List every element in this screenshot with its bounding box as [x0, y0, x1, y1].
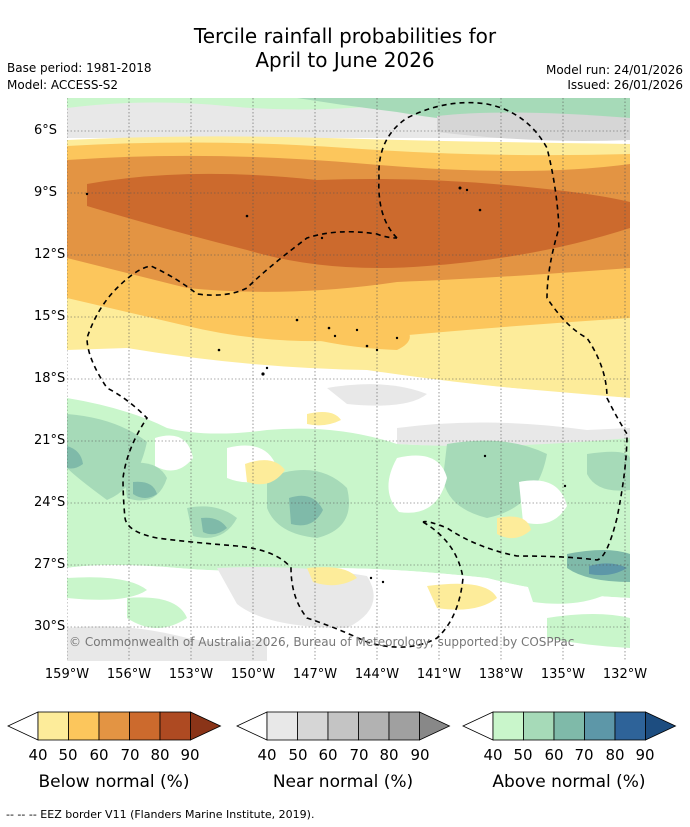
below-normal-colorbar: [7, 711, 222, 741]
legend-colorbars: [7, 711, 677, 741]
colorbar-box: [358, 711, 390, 741]
near-tick: 50: [288, 746, 308, 764]
colorbar-extend-low: [236, 711, 268, 741]
lon-label: 159°W: [44, 667, 90, 682]
lon-label: 135°W: [540, 667, 586, 682]
island-markers: [85, 186, 567, 584]
above-tick: 50: [513, 746, 533, 764]
lon-label: 150°W: [230, 667, 276, 682]
below-normal-legend-title: Below normal (%): [38, 772, 190, 792]
colorbar-box: [584, 711, 616, 741]
colorbar-extend-low: [462, 711, 494, 741]
rainfall-probability-map: [67, 98, 630, 661]
colorbar-box: [553, 711, 585, 741]
near-tick: 40: [257, 746, 277, 764]
near-tick: 70: [349, 746, 369, 764]
model-run: Model run: 24/01/2026: [545, 63, 683, 77]
map-title-line2: April to June 2026: [255, 48, 435, 72]
lon-label: 141°W: [416, 667, 462, 682]
below-tick: 90: [180, 746, 200, 764]
lat-label: 15°S: [34, 309, 66, 324]
colorbar-box: [297, 711, 329, 741]
colorbar-box: [37, 711, 69, 741]
base-period: Base period: 1981-2018: [7, 61, 152, 75]
lat-label: 30°S: [34, 619, 66, 634]
above-tick: 80: [605, 746, 625, 764]
colorbar-box: [523, 711, 555, 741]
colorbar-box: [68, 711, 100, 741]
colorbar-box: [327, 711, 359, 741]
near-normal-legend-title: Near normal (%): [272, 772, 414, 792]
lat-label: 9°S: [34, 185, 58, 200]
colorbar-box: [492, 711, 524, 741]
near-tick: 60: [318, 746, 338, 764]
model-name: Model: ACCESS-S2: [7, 78, 119, 92]
above-tick: 60: [544, 746, 564, 764]
lat-label: 27°S: [34, 557, 66, 572]
above-normal-legend-title: Above normal (%): [492, 772, 646, 792]
below-tick: 80: [150, 746, 170, 764]
lon-label: 156°W: [106, 667, 152, 682]
lat-label: 18°S: [34, 371, 66, 386]
colorbar-extend-high: [645, 711, 677, 741]
colorbar-box: [98, 711, 130, 741]
lat-label: 12°S: [34, 247, 66, 262]
below-tick: 60: [89, 746, 109, 764]
map-title-line1: Tercile rainfall probabilities for: [193, 24, 497, 48]
eez-border: [86, 101, 628, 648]
below-tick: 70: [120, 746, 140, 764]
above-tick: 90: [635, 746, 655, 764]
eez-border-note: -- -- -- EEZ border V11 (Flanders Marine…: [6, 808, 315, 821]
above-normal-colorbar: [462, 711, 677, 741]
issued-date: Issued: 26/01/2026: [567, 78, 683, 92]
above-tick: 70: [574, 746, 594, 764]
colorbar-box: [388, 711, 420, 741]
colorbar-extend-low: [7, 711, 39, 741]
lat-label: 21°S: [34, 433, 66, 448]
lat-label: 6°S: [34, 123, 58, 138]
near-tick: 90: [410, 746, 430, 764]
near-tick: 80: [379, 746, 399, 764]
lon-label: 138°W: [478, 667, 524, 682]
below-tick: 50: [58, 746, 78, 764]
lon-label: 153°W: [168, 667, 214, 682]
below-tick: 40: [28, 746, 48, 764]
colorbar-extend-high: [419, 711, 451, 741]
lon-label: 144°W: [354, 667, 400, 682]
colorbar-box: [266, 711, 298, 741]
above-tick: 40: [483, 746, 503, 764]
lon-label: 147°W: [292, 667, 338, 682]
map-canvas: [67, 98, 630, 661]
lon-label: 132°W: [602, 667, 648, 682]
colorbar-box: [159, 711, 191, 741]
lat-label: 24°S: [34, 495, 66, 510]
colorbar-extend-high: [190, 711, 222, 741]
colorbar-box: [614, 711, 646, 741]
copyright-notice: © Commonwealth of Australia 2026, Bureau…: [69, 635, 575, 649]
colorbar-box: [129, 711, 161, 741]
near-normal-colorbar: [236, 711, 451, 741]
